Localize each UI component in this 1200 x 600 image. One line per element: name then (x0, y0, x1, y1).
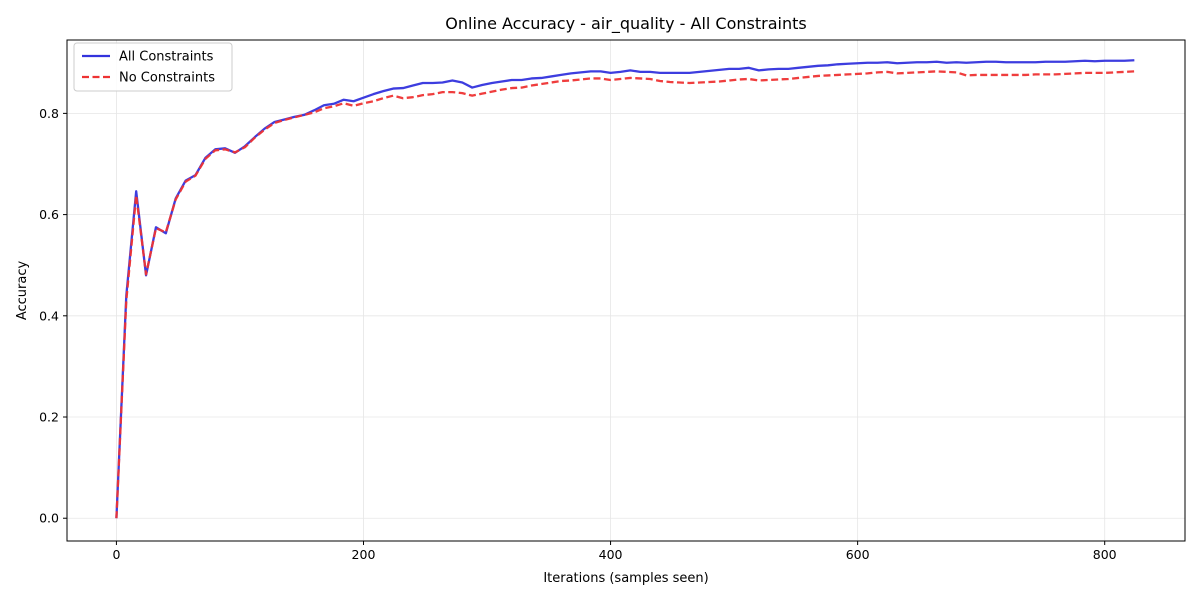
y-tick-label: 0.4 (39, 308, 59, 323)
x-tick-label: 600 (846, 547, 870, 562)
legend: All Constraints No Constraints (73, 42, 233, 92)
y-tick-label: 0.0 (39, 511, 59, 526)
y-tick-label: 0.2 (39, 410, 59, 425)
chart-title: Online Accuracy - air_quality - All Cons… (445, 14, 806, 34)
series-line-no-constraints (115, 70, 1135, 519)
y-tick-label: 0.8 (39, 106, 59, 121)
legend-label: All Constraints (119, 50, 214, 65)
legend-box (73, 42, 233, 92)
y-axis-label: Accuracy (15, 261, 30, 321)
legend-label: No Constraints (119, 71, 215, 86)
x-axis-label: Iterations (samples seen) (543, 571, 708, 586)
y-tick-label: 0.6 (39, 207, 59, 222)
x-tick-label: 0 (112, 547, 120, 562)
x-tick-label: 400 (599, 547, 623, 562)
x-tick-label: 200 (352, 547, 376, 562)
plot-frame (66, 39, 1186, 542)
grid (67, 40, 1185, 541)
x-tick-label: 800 (1093, 547, 1117, 562)
ticks: 0 200 400 600 800 0.0 0.2 0.4 0.6 0.8 (39, 106, 1117, 562)
series-layer (115, 59, 1135, 519)
